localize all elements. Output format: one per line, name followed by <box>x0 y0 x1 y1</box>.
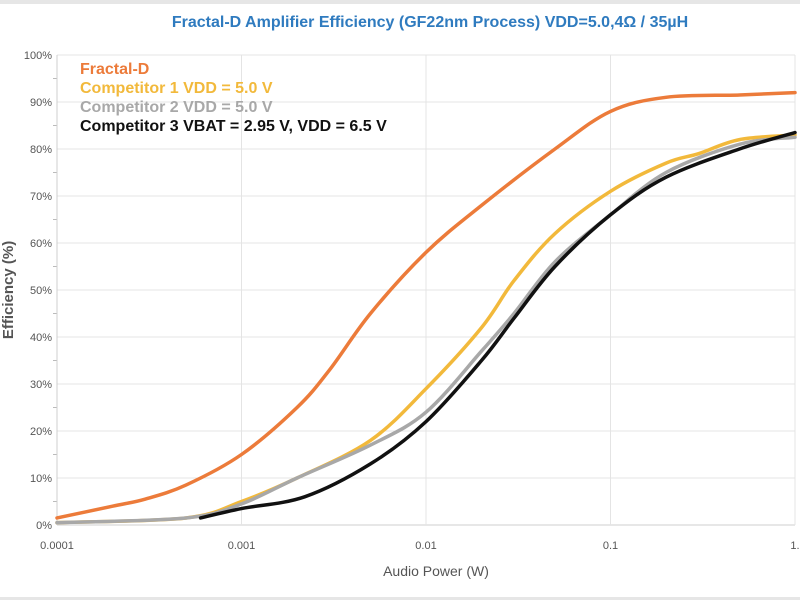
x-tick-label: 0.001 <box>228 540 256 552</box>
series-line-0 <box>55 90 797 520</box>
y-tick-label: 80% <box>30 144 52 156</box>
legend: Fractal-D Competitor 1 VDD = 5.0 V Compe… <box>80 60 387 136</box>
series-line-1 <box>55 133 797 525</box>
x-axis-label: Audio Power (W) <box>383 563 489 579</box>
y-tick-label: 10% <box>30 473 52 485</box>
y-tick-label: 70% <box>30 191 52 203</box>
x-tick-label: 0.0001 <box>40 540 74 552</box>
y-tick-label: 50% <box>30 285 52 297</box>
series-line-2 <box>55 135 797 525</box>
y-tick-label: 40% <box>30 332 52 344</box>
y-tick-label: 30% <box>30 379 52 391</box>
legend-item-competitor-1: Competitor 1 VDD = 5.0 V <box>80 80 273 97</box>
top-border <box>0 0 800 4</box>
series-line-3 <box>198 130 797 520</box>
legend-item-competitor-2: Competitor 2 VDD = 5.0 V <box>80 99 273 116</box>
y-tick-label: 20% <box>30 426 52 438</box>
x-tick-label: 1. <box>790 540 799 552</box>
y-tick-label: 60% <box>30 238 52 250</box>
legend-item-competitor-3: Competitor 3 VBAT = 2.95 V, VDD = 6.5 V <box>80 118 387 135</box>
y-tick-label: 0% <box>36 520 52 532</box>
bottom-border <box>0 597 800 600</box>
legend-item-fractal-d: Fractal-D <box>80 61 150 78</box>
chart-title: Fractal-D Amplifier Efficiency (GF22nm P… <box>171 14 689 31</box>
x-tick-label: 0.1 <box>603 540 618 552</box>
y-axis-label: Efficiency (%) <box>0 241 17 339</box>
y-tick-label: 90% <box>30 97 52 109</box>
x-tick-label: 0.01 <box>415 540 436 552</box>
y-tick-label: 100% <box>24 50 52 62</box>
